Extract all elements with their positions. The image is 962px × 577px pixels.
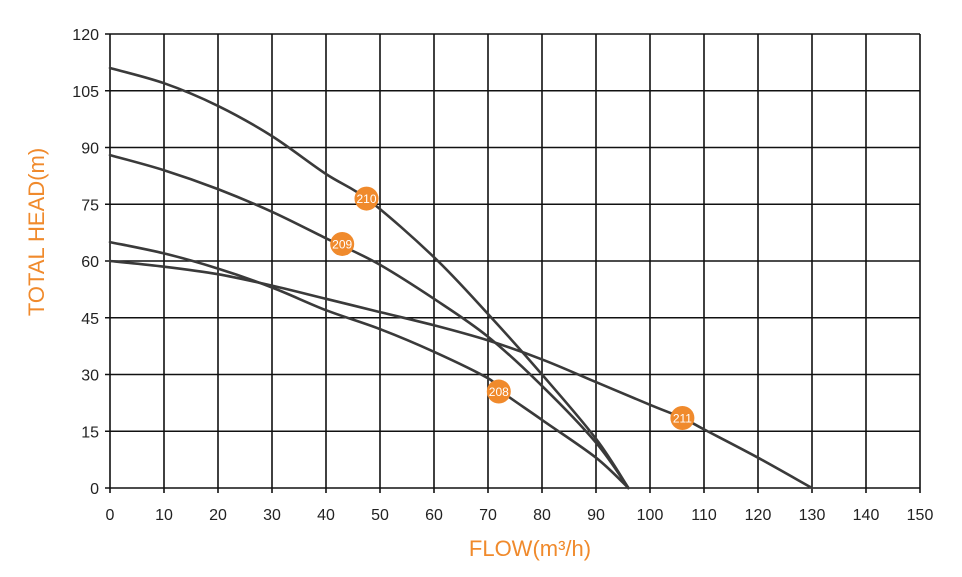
x-tick-label: 150 — [907, 507, 934, 524]
x-axis-title: FLOW(m³/h) — [469, 536, 591, 561]
curve-210 — [108, 66, 630, 490]
x-tick-label: 130 — [799, 507, 826, 524]
x-tick-label: 40 — [317, 507, 335, 524]
y-tick-label: 15 — [81, 424, 99, 441]
performance-curves — [108, 66, 814, 490]
y-tick-label: 45 — [81, 311, 99, 328]
x-tick-label: 100 — [637, 507, 664, 524]
x-tick-label: 140 — [853, 507, 880, 524]
marker-label-211: 211 — [673, 412, 692, 426]
tick-labels: 0 10 20 30 40 50 60 70 80 90 100 110 120 130 140 150 0 15… — [72, 27, 933, 524]
x-tick-label: 80 — [533, 507, 551, 524]
x-tick-label: 50 — [371, 507, 389, 524]
marker-208 — [486, 379, 511, 404]
curve-208 — [108, 240, 630, 490]
marker-label-209: 209 — [332, 237, 352, 251]
x-tick-label: 60 — [425, 507, 443, 524]
y-tick-label: 30 — [81, 368, 99, 385]
y-tick-label: 90 — [81, 141, 99, 158]
y-axis-title: TOTAL HEAD(m) — [24, 148, 49, 316]
marker-label-208: 208 — [489, 385, 509, 399]
marker-210 — [354, 186, 379, 211]
marker-209 — [330, 231, 355, 256]
x-tick-label: 90 — [587, 507, 605, 524]
curve-markers: 210 209 208 211 — [330, 186, 695, 431]
y-tick-label: 120 — [72, 27, 99, 44]
y-tick-label: 0 — [90, 481, 99, 498]
marker-211 — [670, 406, 695, 431]
x-tick-label: 0 — [106, 507, 115, 524]
x-tick-label: 20 — [209, 507, 227, 524]
x-tick-label: 120 — [745, 507, 772, 524]
x-tick-label: 10 — [155, 507, 173, 524]
curve-209 — [108, 153, 630, 490]
x-tick-label: 70 — [479, 507, 497, 524]
x-tick-label: 30 — [263, 507, 281, 524]
grid — [105, 33, 921, 493]
marker-label-210: 210 — [356, 192, 376, 206]
y-tick-label: 60 — [81, 254, 99, 271]
y-tick-label: 75 — [81, 197, 99, 214]
curve-211 — [108, 259, 814, 490]
y-tick-label: 105 — [72, 84, 99, 101]
x-tick-label: 110 — [691, 507, 717, 524]
